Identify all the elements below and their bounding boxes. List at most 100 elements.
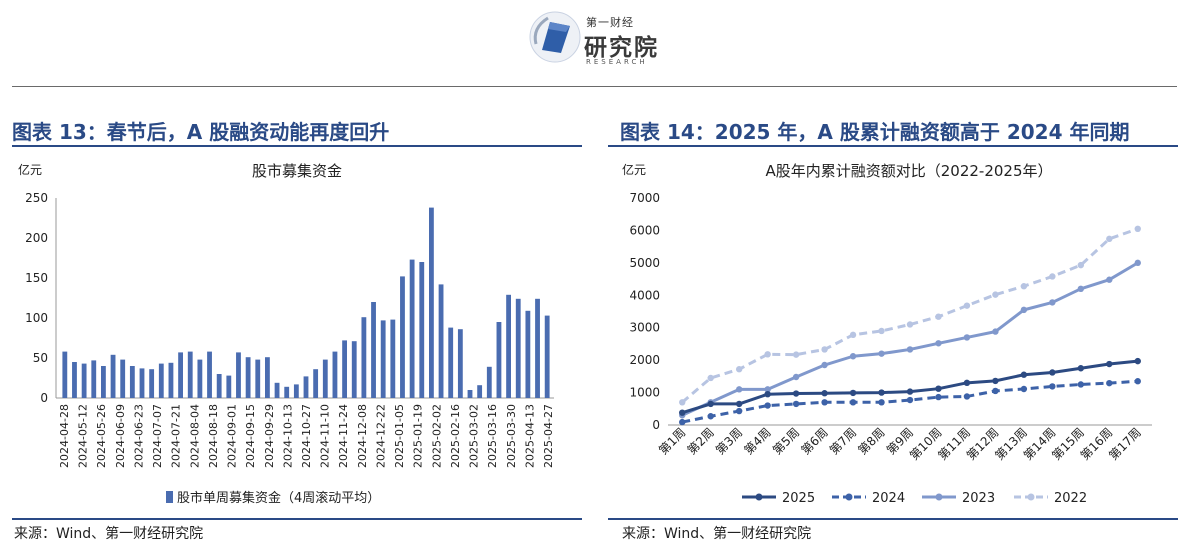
legend-swatch xyxy=(166,491,173,503)
bar xyxy=(110,354,116,398)
left-title-rule xyxy=(12,145,582,147)
x-tick-label: 2024-10-27 xyxy=(300,404,313,468)
data-point xyxy=(821,346,828,353)
y-tick-label: 7000 xyxy=(629,191,660,205)
data-point xyxy=(735,366,743,373)
bar xyxy=(438,284,444,398)
x-tick-label: 2024-07-07 xyxy=(151,404,164,468)
legend-label: 2022 xyxy=(1054,491,1087,506)
legend-label: 2024 xyxy=(872,491,905,506)
data-point xyxy=(1106,360,1113,368)
series-line-2022 xyxy=(681,227,1139,404)
bar xyxy=(178,352,183,398)
logo-en-text: RESEARCH xyxy=(586,58,648,66)
bar xyxy=(62,351,68,398)
legend-marker xyxy=(755,493,763,501)
bar xyxy=(72,362,77,398)
x-tick-label: 第2周 xyxy=(685,425,717,457)
data-point xyxy=(963,334,971,341)
data-point xyxy=(906,346,914,353)
logo: 第一财经 研究院 RESEARCH xyxy=(524,8,674,68)
data-point xyxy=(1134,259,1141,267)
data-point xyxy=(1020,306,1028,314)
data-point xyxy=(878,389,885,396)
bar xyxy=(168,362,174,398)
bar xyxy=(467,390,473,398)
bar xyxy=(535,298,540,398)
data-point xyxy=(992,291,999,298)
data-point xyxy=(992,328,999,335)
bar xyxy=(496,322,502,398)
data-point xyxy=(906,396,914,404)
y-unit-label: 亿元 xyxy=(18,162,42,177)
data-point xyxy=(1134,357,1141,365)
bar xyxy=(255,359,261,398)
header-divider xyxy=(12,86,1177,87)
bar xyxy=(284,386,290,398)
bar xyxy=(303,376,309,398)
data-point xyxy=(878,399,885,406)
x-tick-label: 第8周 xyxy=(855,425,887,457)
bar xyxy=(216,374,222,398)
data-point xyxy=(849,353,857,360)
bar xyxy=(322,359,328,398)
data-point xyxy=(707,374,714,382)
data-point xyxy=(963,302,971,309)
x-tick-label: 2024-11-10 xyxy=(319,404,332,468)
x-tick-label: 2025-04-13 xyxy=(523,404,536,468)
x-tick-label: 2024-09-15 xyxy=(244,404,257,468)
bar xyxy=(361,317,367,398)
x-tick-label: 2024-12-22 xyxy=(374,404,387,468)
series-line-2024 xyxy=(681,379,1138,424)
bar-chart: 股市募集资金 亿元 0 50 100 150 200 250 2024-04-28 2024-05… xyxy=(18,162,555,506)
data-point xyxy=(849,399,857,406)
y-tick-label: 4000 xyxy=(629,288,660,302)
data-point xyxy=(1077,285,1085,292)
y-tick-label: 200 xyxy=(25,231,48,245)
x-tick-label: 2024-06-09 xyxy=(114,404,127,468)
bar xyxy=(380,320,386,398)
bar xyxy=(197,359,203,398)
bar xyxy=(351,341,357,398)
x-tick-label: 2025-04-27 xyxy=(542,404,555,468)
y-unit-label: 亿元 xyxy=(622,162,646,177)
x-tick-label: 2024-08-04 xyxy=(188,404,201,468)
data-point xyxy=(1134,225,1141,233)
bar xyxy=(515,298,521,398)
bar xyxy=(457,329,463,398)
data-point xyxy=(935,385,942,392)
x-tick-label: 2024-11-24 xyxy=(337,404,350,468)
y-tick-label: 50 xyxy=(33,351,48,365)
bar xyxy=(332,351,338,398)
bar xyxy=(544,315,550,398)
bar xyxy=(226,375,232,398)
data-point xyxy=(1077,261,1085,269)
data-point xyxy=(1020,385,1028,393)
y-tick-label: 100 xyxy=(25,311,48,325)
left-panel-title: 图表 13：春节后，A 股融资动能再度回升 xyxy=(12,120,390,144)
legend-label: 2025 xyxy=(782,491,815,506)
x-tick-label: 2024-09-29 xyxy=(263,404,276,468)
bar xyxy=(158,363,164,398)
data-point xyxy=(707,400,714,408)
right-panel-title: 图表 14：2025 年，A 股累计融资额高于 2024 年同期 xyxy=(620,120,1130,144)
x-tick-label: 2025-02-02 xyxy=(430,404,443,468)
data-point xyxy=(1077,365,1085,372)
y-tick-label: 150 xyxy=(25,271,48,285)
bar xyxy=(293,384,299,398)
x-tick-label: 第6周 xyxy=(798,425,830,457)
bar xyxy=(236,352,241,398)
data-point xyxy=(764,351,771,358)
data-point xyxy=(1049,273,1056,280)
bar xyxy=(486,366,492,398)
data-point xyxy=(792,351,800,358)
data-point xyxy=(764,402,771,409)
data-point xyxy=(906,321,914,328)
bar xyxy=(409,259,415,398)
bar xyxy=(91,360,97,398)
data-point xyxy=(679,399,686,406)
data-point xyxy=(764,386,771,393)
legend-marker xyxy=(935,493,943,501)
x-tick-label: 2025-01-19 xyxy=(412,404,425,468)
x-tick-label: 2025-01-05 xyxy=(393,404,406,468)
